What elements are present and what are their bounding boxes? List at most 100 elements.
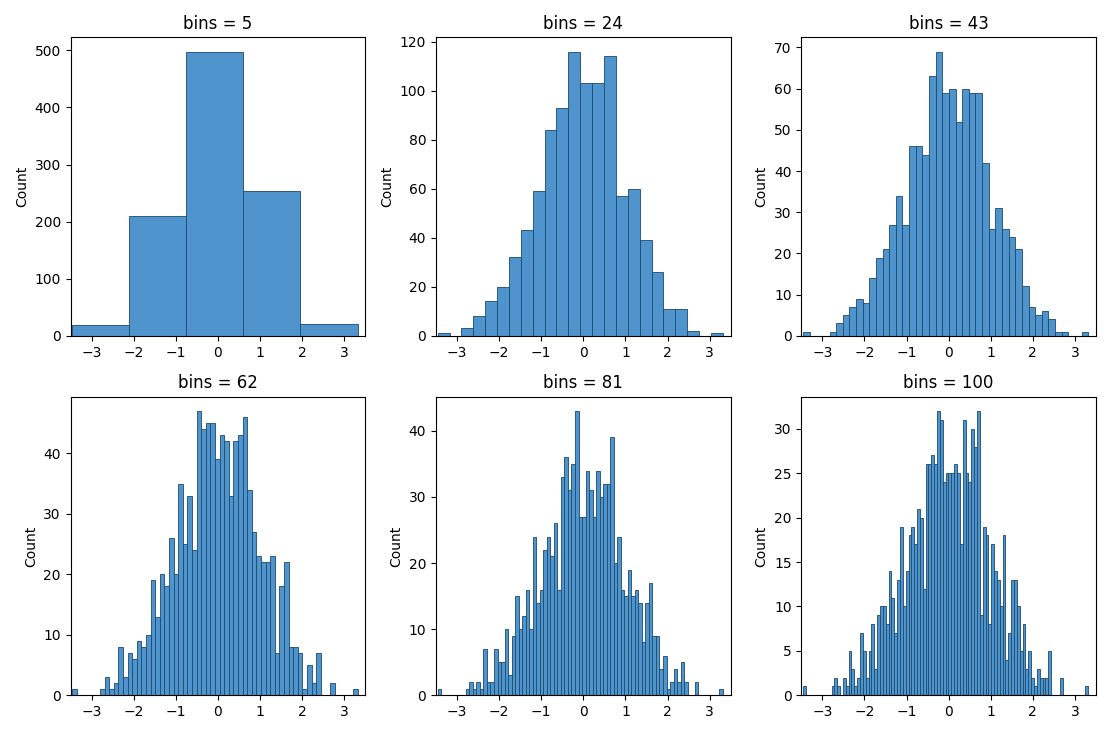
Bar: [1011, 580, 1014, 695]
Bar: [803, 686, 805, 695]
Bar: [982, 526, 985, 695]
Bar: [631, 596, 634, 695]
Bar: [652, 636, 655, 695]
Bar: [119, 647, 123, 695]
Bar: [975, 92, 982, 335]
Bar: [182, 544, 188, 695]
Bar: [150, 581, 156, 695]
Bar: [521, 230, 533, 335]
Bar: [830, 332, 837, 335]
Bar: [72, 325, 129, 335]
Bar: [897, 580, 900, 695]
Bar: [533, 537, 537, 695]
Bar: [557, 108, 569, 335]
Bar: [1045, 677, 1049, 695]
Bar: [1055, 332, 1062, 335]
Bar: [477, 682, 480, 695]
Bar: [874, 669, 878, 695]
Bar: [849, 651, 851, 695]
Bar: [1062, 332, 1069, 335]
Bar: [670, 682, 673, 695]
Bar: [220, 435, 224, 695]
Bar: [579, 517, 582, 695]
Bar: [607, 484, 610, 695]
Bar: [914, 545, 917, 695]
Bar: [719, 688, 723, 695]
Bar: [838, 686, 840, 695]
Bar: [610, 437, 613, 695]
Bar: [1049, 651, 1051, 695]
Bar: [943, 482, 945, 695]
Bar: [971, 429, 974, 695]
Bar: [994, 571, 997, 695]
Bar: [803, 332, 810, 335]
Bar: [995, 208, 1002, 335]
Bar: [628, 570, 631, 695]
Bar: [931, 456, 934, 695]
Bar: [109, 689, 113, 695]
Bar: [869, 278, 875, 335]
Bar: [466, 688, 469, 695]
Bar: [238, 435, 242, 695]
Bar: [1017, 606, 1020, 695]
Bar: [889, 225, 895, 335]
Bar: [1060, 677, 1062, 695]
Bar: [989, 624, 991, 695]
Title: bins = 5: bins = 5: [183, 15, 252, 33]
Bar: [302, 689, 307, 695]
Bar: [1034, 686, 1037, 695]
Bar: [865, 677, 869, 695]
Bar: [214, 459, 220, 695]
Bar: [210, 423, 214, 695]
Bar: [923, 589, 925, 695]
Bar: [618, 537, 621, 695]
Bar: [628, 189, 640, 335]
Bar: [1029, 307, 1035, 335]
Bar: [902, 225, 909, 335]
Bar: [1015, 250, 1022, 335]
Bar: [486, 302, 497, 335]
Bar: [688, 331, 699, 335]
Bar: [129, 217, 187, 335]
Bar: [270, 556, 274, 695]
Bar: [860, 633, 863, 695]
Bar: [128, 653, 132, 695]
Bar: [438, 333, 450, 335]
Bar: [311, 683, 317, 695]
Bar: [909, 535, 911, 695]
Bar: [951, 473, 954, 695]
Bar: [187, 51, 243, 335]
Bar: [509, 258, 521, 335]
Bar: [188, 495, 192, 695]
Bar: [900, 526, 903, 695]
Bar: [684, 682, 688, 695]
Bar: [1049, 319, 1055, 335]
Bar: [279, 586, 284, 695]
Bar: [543, 550, 547, 695]
Bar: [1029, 651, 1031, 695]
Y-axis label: Count: Count: [389, 526, 403, 567]
Bar: [438, 688, 441, 695]
Bar: [920, 517, 923, 695]
Bar: [554, 523, 558, 695]
Bar: [504, 629, 508, 695]
Bar: [229, 495, 233, 695]
Bar: [929, 76, 935, 335]
Bar: [615, 196, 628, 335]
Bar: [164, 586, 169, 695]
Bar: [487, 682, 490, 695]
Bar: [307, 665, 311, 695]
Bar: [1037, 669, 1040, 695]
Bar: [544, 130, 557, 335]
Bar: [498, 662, 501, 695]
Bar: [592, 517, 597, 695]
Bar: [1082, 332, 1088, 335]
Bar: [858, 677, 860, 695]
Bar: [597, 470, 600, 695]
Bar: [141, 647, 146, 695]
Bar: [997, 580, 1000, 695]
Bar: [878, 615, 880, 695]
Bar: [940, 420, 943, 695]
Bar: [72, 689, 77, 695]
Bar: [353, 689, 358, 695]
